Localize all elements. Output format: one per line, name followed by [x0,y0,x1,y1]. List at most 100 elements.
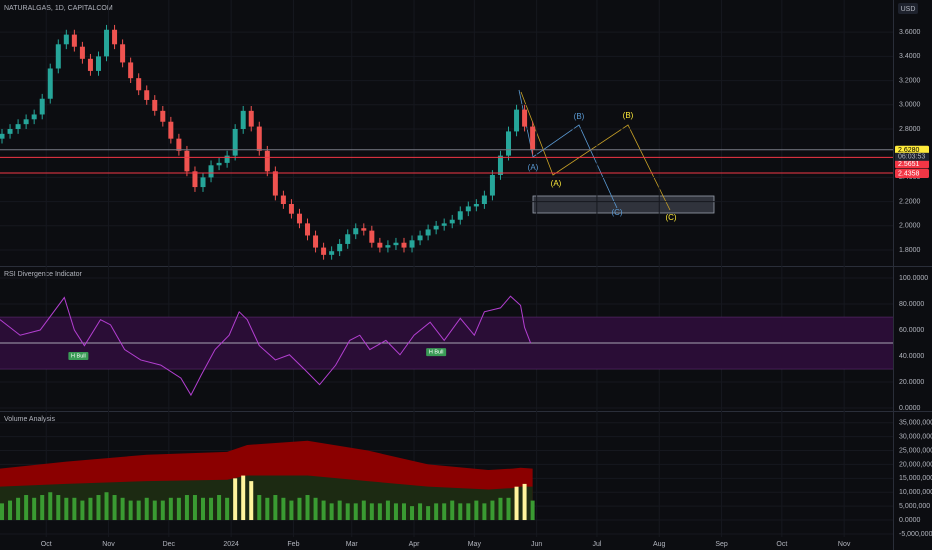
y-tick-label: 1.8000 [899,247,921,254]
volume-bar [273,495,278,521]
candle-body [240,110,246,129]
volume-bar [522,483,527,521]
x-tick-label: Sep [715,541,728,548]
candle-body [136,78,142,91]
price-label-box [895,169,929,179]
y-tick-label: 80.0000 [899,301,924,308]
y-tick-label: -5,000,000 [899,531,932,538]
volume-bar [514,486,519,521]
candle-body [31,114,37,120]
candle-body [489,174,495,196]
candle-body [337,243,343,252]
candle-body [184,150,190,172]
candle-body [522,109,528,127]
volume-bar [353,503,358,521]
candle-body [441,223,447,226]
y-tick-label: 3.2000 [899,77,921,84]
candle-body [224,155,230,163]
volume-bar [265,497,270,521]
y-tick-label: 20.0000 [899,379,924,386]
volume-bar [88,497,93,521]
volume-bar [506,497,511,521]
volume-bar [418,503,423,521]
y-tick-label: 30,000,000 [899,433,932,440]
volume-bar [80,500,85,521]
wave-label: (C) [665,213,676,222]
volume-bar [434,503,439,521]
y-tick-label: 0.0000 [899,405,921,412]
candle-body [79,46,85,59]
price-label: 2.4358 [898,170,920,177]
candle-body [457,211,463,220]
volume-bar [217,495,222,521]
volume-bar [329,503,334,521]
volume-bar [201,497,206,521]
volume-bar [64,497,69,521]
volume-bar [225,497,230,521]
volume-bar [369,503,374,521]
y-tick-label: 3.6000 [899,29,921,36]
candle-body [417,235,423,241]
y-tick-label: 10,000,000 [899,489,932,496]
candle-body [144,90,150,100]
candle-body [369,230,375,243]
y-tick-label: 35,000,000 [899,420,932,427]
candle-body [305,223,311,236]
candle-body [95,56,101,71]
volume-bar [321,500,326,521]
volume-bar [257,495,262,521]
candle-body [473,204,479,207]
volume-bar [184,495,189,521]
volume-bar [176,497,181,521]
volume-bar [56,495,61,521]
y-tick-label: 2.2000 [899,198,921,205]
y-tick-label: 20,000,000 [899,461,932,468]
candle-body [272,171,278,196]
candle-body [393,242,399,246]
volume-bar [24,495,29,521]
y-tick-label: 3.4000 [899,53,921,60]
volume-bar [426,506,431,521]
y-tick-label: 60.0000 [899,327,924,334]
volume-bar [249,481,254,521]
candle-body [481,195,487,205]
volume-bar [474,500,479,521]
volume-bar [466,503,471,521]
candle-body [449,219,455,224]
volume-bar [281,497,286,521]
volume-bar [377,503,382,521]
volume-bar [48,492,53,521]
candle-body [377,242,383,248]
wave-label: (B) [574,112,585,121]
target-box [532,195,715,214]
candle-body [87,58,93,71]
volume-bar [40,495,45,521]
wave-label: (C) [611,208,622,217]
volume-bar [450,500,455,521]
candle-body [216,162,222,166]
candle-body [55,44,61,69]
x-tick-label: Oct [41,541,52,548]
candle-body [208,165,214,178]
volume-bar [410,506,415,521]
volume-bar [345,503,350,521]
volume-bar [530,500,535,521]
volume-bar [241,475,246,521]
volume-bar [490,500,495,521]
volume-bar [209,497,214,521]
volume-bar [305,495,310,521]
volume-bar [144,497,149,521]
wave-label: (B) [623,111,634,120]
volume-bar [168,497,173,521]
candle-body [256,126,262,151]
volume-bar [104,492,109,521]
price-label-box [895,159,929,169]
volume-bar [112,495,117,521]
candle-body [104,29,110,57]
candle-body [39,98,45,115]
y-tick-label: 2.0000 [899,223,921,230]
candle-body [264,150,270,172]
rsi-line [0,295,532,397]
y-tick-label: 0.0000 [899,517,921,524]
